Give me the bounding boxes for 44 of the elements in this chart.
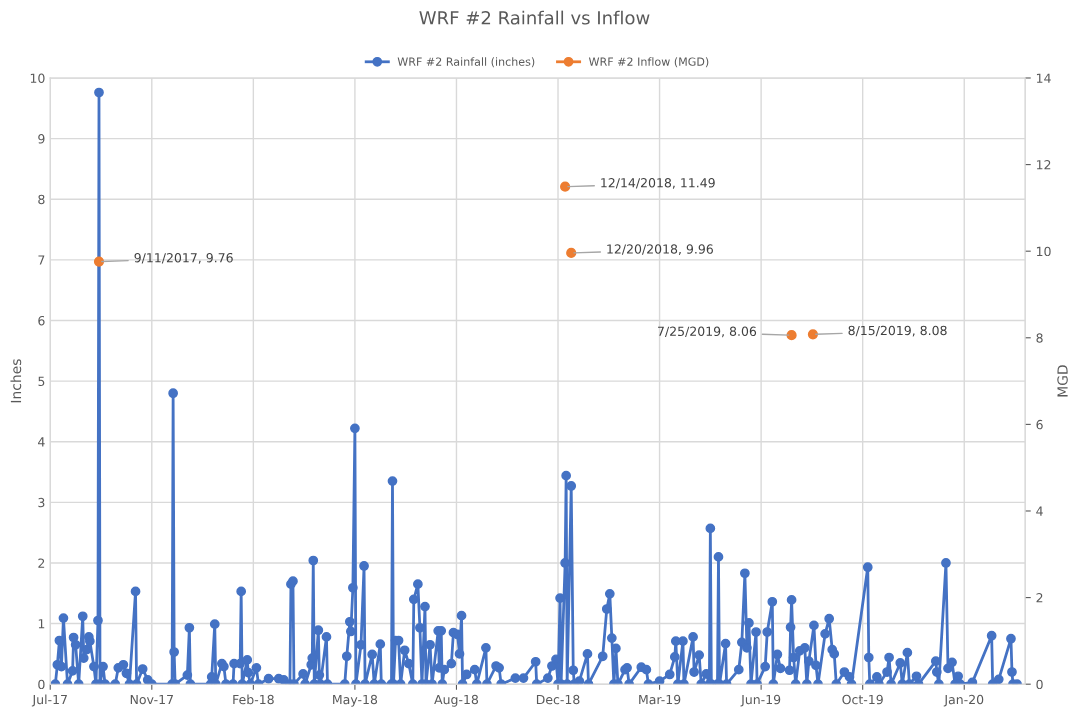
y2-tick-label: 4: [1036, 506, 1043, 516]
x-tick-label: Jun-19: [740, 694, 781, 707]
y-tick-label: 7: [38, 255, 45, 265]
point: [93, 256, 105, 267]
x-tick-label: Jan-20: [943, 694, 984, 707]
y-tick-label: 6: [38, 315, 45, 326]
x-tick-label: Mar-19: [639, 694, 681, 705]
y-tick-label: 10: [30, 73, 45, 83]
x-tick-label: Aug-18: [434, 694, 479, 707]
point: [560, 181, 571, 192]
chart-title: WRF #2 Rainfall vs Inflow: [419, 10, 650, 25]
y2-tick-label: 12: [1036, 160, 1051, 170]
y2-tick-label: 14: [1036, 73, 1051, 83]
data-label: 12/20/2018, 9.96: [607, 244, 713, 256]
y2-axis-title: MGD: [1057, 365, 1068, 397]
y-tick-label: 1: [38, 619, 45, 629]
data-label: 7/25/2019, 8.06: [658, 326, 757, 338]
data-label: 8/15/2019, 8.08: [848, 325, 947, 337]
x-tick-label: Nov-17: [130, 694, 173, 705]
y2-tick-label: 6: [1036, 419, 1043, 430]
y2-tick-label: 2: [1036, 593, 1043, 603]
y-tick-label: 4: [38, 437, 45, 447]
point: [566, 247, 577, 259]
x-tick-label: Dec-18: [536, 694, 580, 705]
point: [786, 330, 797, 341]
y-tick-label: 9: [38, 134, 45, 144]
y2-tick-label: 0: [1036, 679, 1043, 690]
y-tick-label: 2: [38, 558, 45, 568]
legend-label: WRF #2 Rainfall (inches): [397, 57, 535, 68]
y-tick-label: 5: [38, 376, 45, 387]
y-axis-title: Inches: [10, 359, 22, 403]
x-tick-label: Feb-18: [233, 694, 274, 705]
y-tick-label: 3: [38, 497, 45, 508]
legend-label: WRF #2 Inflow (MGD): [588, 57, 709, 68]
y-tick-label: 8: [38, 194, 45, 205]
point: [807, 329, 819, 340]
x-tick-label: Jul-17: [31, 694, 67, 707]
y2-tick-label: 8: [1036, 333, 1043, 343]
x-tick-label: Oct-19: [842, 694, 883, 705]
x-tick-label: May-18: [333, 694, 378, 707]
y2-tick-label: 10: [1036, 246, 1051, 257]
data-label: 9/11/2017, 9.76: [134, 252, 233, 264]
data-label: 12/14/2018, 11.49: [601, 178, 715, 189]
y-tick-label: 0: [38, 679, 45, 690]
